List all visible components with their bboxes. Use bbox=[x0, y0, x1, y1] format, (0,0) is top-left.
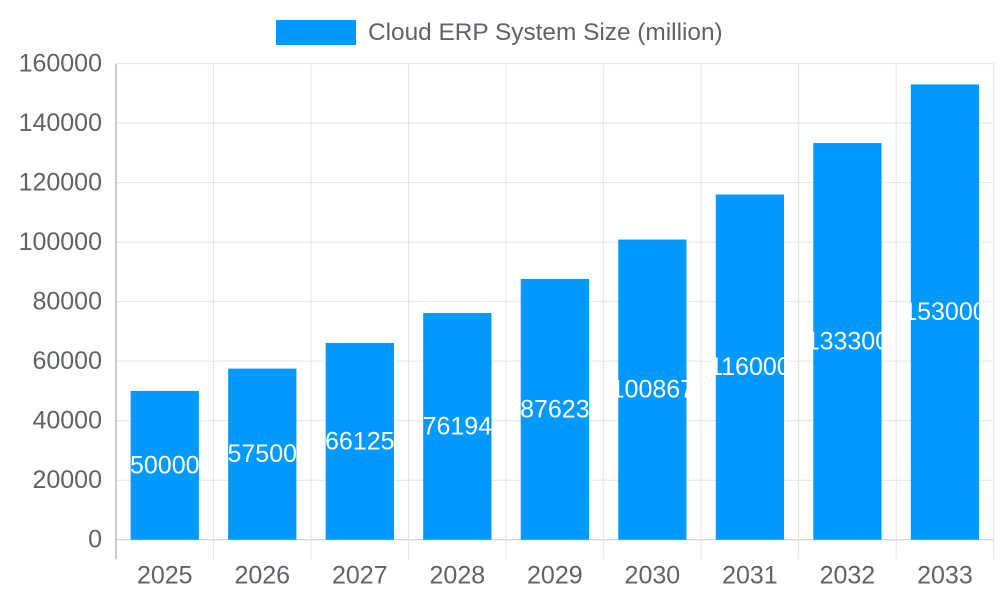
svg-text:2032: 2032 bbox=[820, 562, 876, 590]
svg-text:2026: 2026 bbox=[234, 562, 290, 590]
svg-text:2028: 2028 bbox=[430, 562, 486, 590]
svg-text:57500: 57500 bbox=[228, 440, 298, 468]
svg-text:2027: 2027 bbox=[332, 562, 388, 590]
svg-text:0: 0 bbox=[88, 526, 102, 554]
svg-text:50000: 50000 bbox=[130, 451, 200, 479]
svg-text:116000: 116000 bbox=[709, 353, 791, 381]
svg-text:80000: 80000 bbox=[32, 288, 102, 316]
svg-text:153000: 153000 bbox=[903, 298, 986, 326]
svg-text:2025: 2025 bbox=[137, 562, 193, 590]
svg-text:2030: 2030 bbox=[625, 562, 681, 590]
svg-text:2029: 2029 bbox=[527, 562, 583, 590]
svg-text:20000: 20000 bbox=[32, 466, 102, 494]
svg-text:2031: 2031 bbox=[722, 562, 778, 590]
svg-text:120000: 120000 bbox=[19, 169, 102, 197]
svg-text:160000: 160000 bbox=[19, 50, 102, 78]
svg-text:140000: 140000 bbox=[19, 109, 102, 137]
svg-text:100867: 100867 bbox=[611, 376, 694, 404]
svg-text:60000: 60000 bbox=[32, 347, 102, 375]
svg-text:87623: 87623 bbox=[520, 395, 590, 423]
svg-text:40000: 40000 bbox=[32, 407, 102, 435]
svg-text:133300: 133300 bbox=[806, 327, 889, 355]
svg-text:100000: 100000 bbox=[19, 228, 102, 256]
svg-text:66125: 66125 bbox=[325, 427, 395, 455]
svg-text:76194: 76194 bbox=[423, 412, 493, 440]
svg-text:2033: 2033 bbox=[917, 562, 973, 590]
